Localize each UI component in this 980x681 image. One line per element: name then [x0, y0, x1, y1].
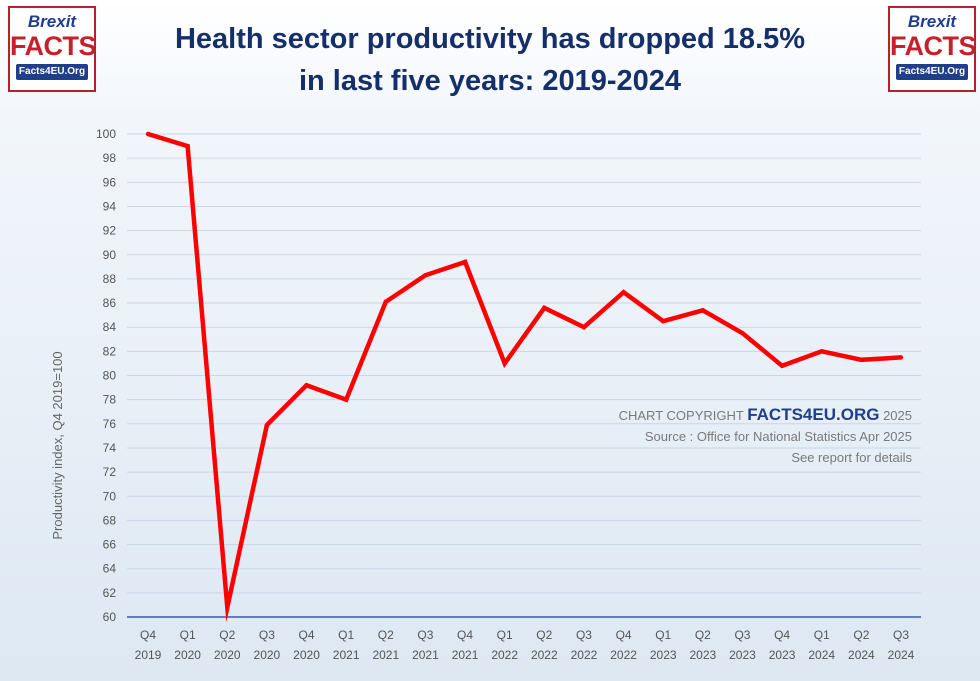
- x-tick-label: Q3 2024: [888, 628, 915, 662]
- y-tick-label: 82: [103, 344, 117, 358]
- y-tick-label: 96: [103, 175, 117, 189]
- x-tick-label: Q4 2022: [610, 628, 637, 662]
- brexit-facts-logo-right: Brexit FACTS Facts4EU.Org: [888, 6, 976, 92]
- brexit-facts-logo-left: Brexit FACTS Facts4EU.Org: [8, 6, 96, 92]
- logo-brexit-text: Brexit: [907, 12, 957, 31]
- y-tick-label: 78: [103, 393, 117, 407]
- y-tick-label: 74: [103, 441, 117, 455]
- y-tick-label: 88: [103, 272, 117, 286]
- x-tick-label: Q2 2024: [848, 628, 875, 662]
- logo-site-text: Facts4EU.Org: [896, 64, 968, 80]
- x-tick-label: Q3 2021: [412, 628, 439, 662]
- copyright-prefix: CHART COPYRIGHT: [618, 408, 744, 423]
- data-point: [661, 318, 666, 324]
- copyright-year: 2025: [883, 408, 912, 423]
- y-tick-label: 98: [103, 151, 117, 165]
- source-note: Source : Office for National Statistics …: [644, 429, 912, 444]
- x-tick-label: Q1 2024: [808, 628, 835, 662]
- y-tick-label: 100: [96, 127, 116, 141]
- logo-site-text: Facts4EU.Org: [16, 64, 88, 80]
- y-axis-label: Productivity index, Q4 2019=100: [50, 351, 65, 539]
- y-tick-label: 94: [103, 199, 117, 213]
- x-tick-label: Q4 2020: [293, 628, 320, 662]
- y-axis-ticks: 60 62 64 66 68 70 72 74 76 78 80 82 84 86 88 90 92 94 96 98…: [96, 127, 116, 624]
- chart-watermark: CHART COPYRIGHT FACTS4EU.ORG 2025 Source…: [560, 404, 912, 468]
- x-tick-label: Q3 2020: [254, 628, 281, 662]
- data-point: [264, 422, 270, 428]
- y-tick-label: 70: [103, 489, 117, 503]
- x-tick-label: Q1 2023: [650, 628, 677, 662]
- data-point: [542, 305, 547, 311]
- series-line-0: [147, 131, 902, 623]
- data-point: [145, 131, 151, 137]
- y-tick-label: 90: [103, 248, 117, 262]
- logo-facts-text: FACTS: [890, 31, 976, 61]
- data-point: [343, 397, 349, 402]
- gridlines: [127, 133, 921, 594]
- data-point: [700, 308, 706, 313]
- y-tick-label: 76: [103, 417, 117, 431]
- x-tick-label: Q2 2023: [689, 628, 716, 662]
- x-tick-label: Q1 2020: [174, 628, 201, 662]
- data-point: [225, 605, 230, 610]
- y-tick-label: 62: [103, 586, 117, 600]
- y-tick-label: 68: [103, 513, 117, 527]
- x-tick-label: Q2 2022: [531, 628, 558, 662]
- data-point: [383, 299, 388, 305]
- copyright-brand: FACTS4EU.ORG: [747, 405, 880, 424]
- data-point: [304, 382, 309, 388]
- copyright-line: CHART COPYRIGHT FACTS4EU.ORG 2025: [560, 404, 912, 426]
- chart-title-line-1: Health sector productivity has dropped 1…: [174, 23, 806, 55]
- x-tick-label: Q4 2023: [769, 628, 796, 662]
- data-point: [740, 331, 745, 336]
- chart-title-line-2: in last five years: 2019-2024: [298, 65, 682, 97]
- chart-title: Health sector productivity has dropped 1…: [110, 18, 870, 102]
- y-tick-label: 80: [103, 369, 117, 383]
- x-tick-label: Q4 2019: [135, 628, 162, 662]
- y-tick-label: 60: [103, 610, 117, 624]
- data-point: [423, 273, 428, 278]
- y-tick-label: 92: [103, 224, 117, 238]
- y-tick-label: 84: [103, 320, 117, 334]
- y-tick-label: 72: [103, 465, 117, 479]
- logo-facts-text: FACTS: [10, 31, 96, 61]
- y-tick-label: 86: [103, 296, 117, 310]
- y-tick-label: 66: [103, 538, 117, 552]
- x-tick-label: Q3 2023: [729, 628, 756, 662]
- x-tick-label: Q4 2021: [452, 628, 479, 662]
- logo-brexit-text: Brexit: [27, 12, 77, 31]
- data-point: [185, 143, 190, 149]
- x-tick-label: Q1 2022: [491, 628, 518, 662]
- series-layer: [145, 131, 904, 623]
- details-note: See report for details: [791, 450, 912, 465]
- x-axis-ticks: Q4 2019 Q1 2020 Q2 2020 Q3 2020 Q4 2020 Q1 2021 Q2 20…: [135, 628, 915, 662]
- x-tick-label: Q2 2021: [372, 628, 399, 662]
- x-tick-label: Q3 2022: [571, 628, 598, 662]
- x-tick-label: Q1 2021: [333, 628, 360, 662]
- data-point: [819, 349, 824, 354]
- data-point: [581, 325, 587, 330]
- data-point: [621, 289, 626, 295]
- data-point: [462, 259, 468, 265]
- x-tick-label: Q2 2020: [214, 628, 241, 662]
- data-point: [859, 357, 864, 363]
- y-tick-label: 64: [103, 562, 117, 576]
- data-point: [779, 363, 785, 369]
- data-point: [898, 355, 904, 360]
- data-point: [502, 361, 507, 366]
